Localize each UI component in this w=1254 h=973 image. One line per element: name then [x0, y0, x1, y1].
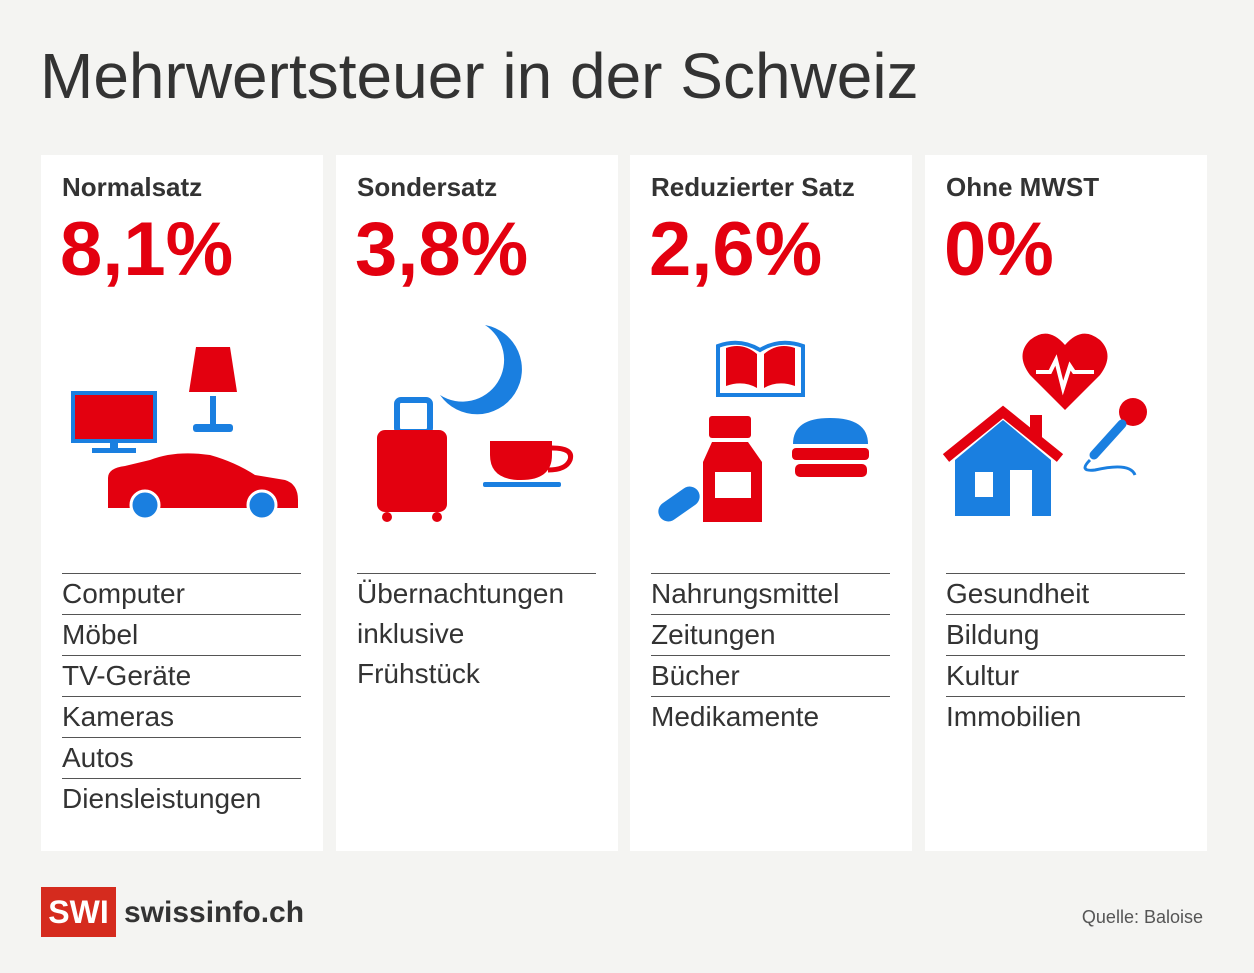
- item-list: Computer Möbel TV-Geräte Kameras Autos Diensl…: [62, 573, 301, 819]
- card-rate: 3,8%: [355, 207, 529, 292]
- list-item: Autos: [62, 737, 301, 778]
- item-list: Übernachtungen inklusive Frühstück: [357, 573, 596, 694]
- list-item: Möbel: [62, 614, 301, 655]
- list-item: Übernachtungen inklusive Frühstück: [357, 573, 596, 694]
- list-item: Zeitungen: [651, 614, 890, 655]
- list-item: Medikamente: [651, 696, 890, 737]
- card: Ohne MWST 0% Gesundheit Bildung Kultur Immobi…: [925, 155, 1207, 851]
- list-item: Diensleistungen: [62, 778, 301, 819]
- list-item: Computer: [62, 573, 301, 614]
- card: Sondersatz 3,8% Übernachtungen inklusive F…: [336, 155, 618, 851]
- list-item: Bücher: [651, 655, 890, 696]
- brand: swissinfo.ch: [124, 896, 305, 929]
- list-item: Nahrungsmittel: [651, 573, 890, 614]
- item-list: Gesundheit Bildung Kultur Immobilien: [946, 573, 1185, 737]
- card-rate: 0%: [944, 207, 1054, 292]
- card-heading: Normalsatz: [62, 172, 203, 202]
- list-item: Immobilien: [946, 696, 1185, 737]
- card-heading: Reduzierter Satz: [651, 172, 855, 202]
- card: Normalsatz 8,1% Computer Möbel TV-Geräte Kame…: [41, 155, 323, 851]
- list-item: Bildung: [946, 614, 1185, 655]
- list-item: Gesundheit: [946, 573, 1185, 614]
- card-rate: 8,1%: [60, 207, 234, 292]
- item-list: Nahrungsmittel Zeitungen Bücher Medikamente: [651, 573, 890, 737]
- list-item: Kultur: [946, 655, 1185, 696]
- list-item: Kameras: [62, 696, 301, 737]
- source: Quelle: Baloise: [1081, 907, 1203, 927]
- title: Mehrwertsteuer in der Schweiz: [40, 40, 919, 112]
- card-rate: 2,6%: [649, 207, 823, 292]
- card: Reduzierter Satz 2,6% Nahrungsmittel Zeitun…: [630, 155, 912, 851]
- list-item: TV-Geräte: [62, 655, 301, 696]
- card-heading: Sondersatz: [357, 172, 498, 202]
- card-heading: Ohne MWST: [946, 172, 1100, 202]
- logo: SWI: [41, 887, 116, 937]
